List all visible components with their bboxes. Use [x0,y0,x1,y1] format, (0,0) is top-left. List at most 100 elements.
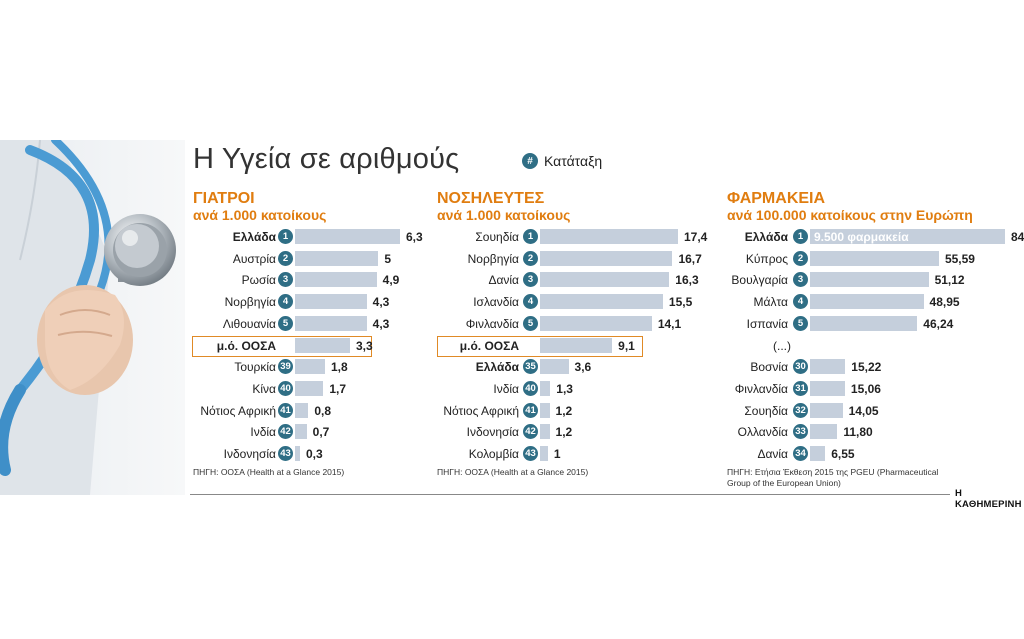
bar [295,359,325,375]
data-label: 15,06 [850,381,881,396]
rank-badge: 43 [523,446,538,461]
bar [810,380,845,396]
bar-label: Ρωσία [241,273,276,288]
bar [295,229,400,244]
source-line: ΠΗΓΗ: ΟΟΣΑ (Health at a Glance 2015) [193,467,345,477]
doctor-stethoscope-image [0,140,185,495]
rank-badge: 1 [278,229,293,244]
chart-source: ΠΗΓΗ: ΟΟΣΑ (Health at a Glance 2015) [193,467,344,478]
chart-source: ΠΗΓΗ: ΟΟΣΑ (Health at a Glance 2015) [437,467,588,478]
bar [810,229,1005,244]
bar [540,272,670,288]
bar [295,294,367,310]
rank-badge: 43 [278,446,293,461]
rank-badge: 30 [793,359,808,375]
bar [295,250,379,266]
rank-badge: 4 [793,294,808,310]
bar [295,380,324,396]
bar [540,424,550,440]
data-label: 0,8 [314,403,332,418]
rank-badge: 42 [523,424,538,440]
bar-label: Ελλάδα [232,230,276,244]
bar-label: Νορβηγία [224,295,276,310]
rank-badge: 5 [523,315,538,331]
data-label: 5 [384,251,392,266]
rank-badge: 4 [278,294,293,310]
bar-label: Κολομβία [468,447,519,461]
bar-label: Αυστρία [232,251,276,266]
data-label: 6,55 [831,447,855,461]
bar [540,315,652,331]
data-label: 0,3 [306,447,323,461]
bar [295,337,350,353]
rank-badge: 4 [523,294,538,310]
data-label: 4,3 [372,316,390,331]
bar-label: Ισπανία [746,316,788,331]
chart-heading: ΓΙΑΤΡΟΙ ανά 1.000 κατοίκους [193,190,326,224]
data-label: 1,3 [556,381,573,396]
data-label: 1,7 [329,381,347,396]
bar-label: Τουρκία [234,360,276,375]
footer-divider [190,494,950,495]
bar-label: μ.ό. ΟΟΣΑ [459,338,519,353]
data-label: 1,2 [555,403,573,418]
data-label: 48,95 [929,295,960,310]
rank-badge: 42 [278,424,293,440]
data-label: 9,1 [618,338,635,353]
bar-label: Ινδία [250,425,276,440]
bar-label: Μάλτα [753,295,788,310]
bar [540,359,569,375]
bar [540,294,663,310]
bar-label: Ολλανδία [737,425,788,440]
bar-label: Κύπρος [745,251,788,266]
data-label: 4,3 [372,295,390,310]
bar [295,272,377,288]
bar [540,229,678,244]
newspaper-brand: Η ΚΑΘΗΜΕΡΙΝΗ [955,488,1022,510]
chart-subtitle: ανά 1.000 κατοίκους [193,207,327,223]
page-title: Η Υγεία σε αριθμούς [193,143,460,175]
chart-heading: ΦΑΡΜΑΚΕΙΑ ανά 100.000 κατοίκους στην Ευρώ… [727,190,973,224]
rank-badge: 41 [278,402,293,418]
data-label: 55,59 [944,251,975,266]
source-line: ΠΗΓΗ: Ετήσια Έκθεση 2015 της PGEU (Pharm… [727,467,939,477]
bar-label: Φινλανδία [734,381,788,396]
data-label: 11,80 [843,425,873,440]
bar-label: Νότιος Αφρική [200,403,276,418]
bar [295,402,309,418]
rank-badge: 1 [793,229,808,244]
data-label: 16,3 [675,273,699,288]
rank-badge: 2 [278,250,293,266]
chart-title: ΦΑΡΜΑΚΕΙΑ [727,190,826,207]
rank-badge: 41 [523,402,538,418]
data-label: 15,22 [851,360,882,375]
bar [540,446,548,461]
rank-badge: 35 [523,359,538,375]
chart-title: ΝΟΣΗΛΕΥΤΕΣ [437,190,545,207]
bar [810,446,826,461]
source-line: ΠΗΓΗ: ΟΟΣΑ (Health at a Glance 2015) [437,467,589,477]
bar-label: Ινδονησία [466,425,519,440]
oecd-average-highlight [192,335,372,357]
bar [810,294,924,310]
rank-badge: 3 [278,272,293,288]
rank-badge: 5 [793,315,808,331]
rank-badge: 32 [793,402,808,418]
rank-badge: 2 [793,250,808,266]
bar-label: Ινδία [493,381,519,396]
rank-badge: 40 [523,380,538,396]
data-label: 1 [553,447,561,461]
bar-label: Δανία [488,273,519,288]
data-label: 16,7 [678,251,702,266]
data-label: 14,05 [848,403,879,418]
bar-label: Ελλάδα [744,230,788,244]
data-label: 15,5 [668,295,693,310]
bar-label: μ.ό. ΟΟΣΑ [216,338,276,353]
data-label: 3,3 [356,338,373,353]
bar [295,446,300,461]
rank-badge: 34 [793,446,808,461]
bar [295,315,367,331]
bar [540,402,550,418]
rank-badge-icon: # [522,153,538,169]
data-label: 84,06 [1011,230,1024,244]
